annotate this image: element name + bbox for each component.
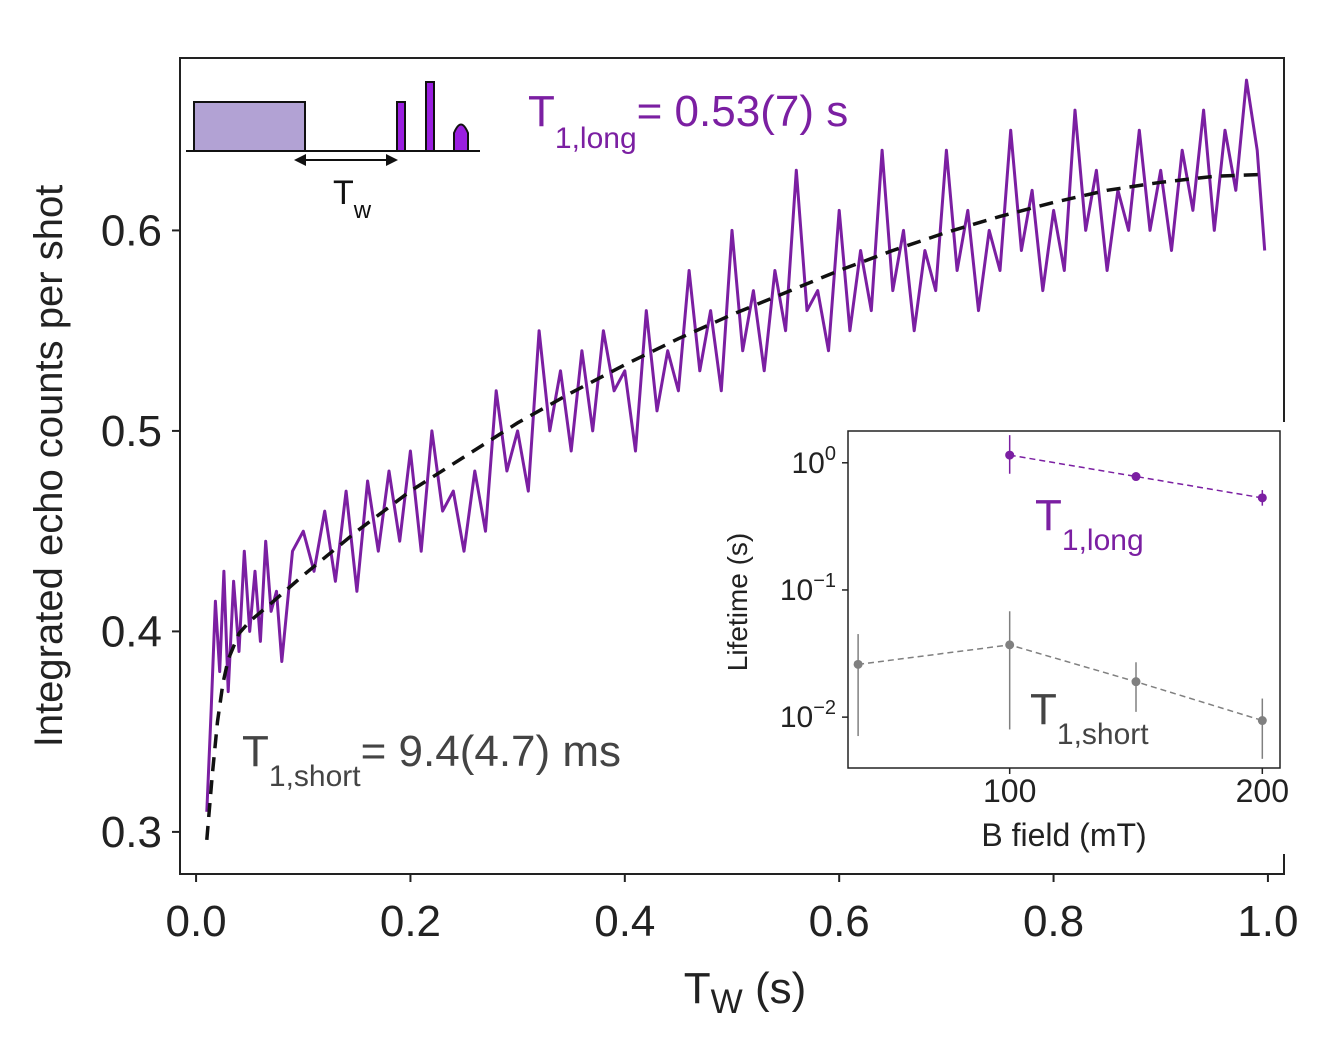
- inset-x-tick-label: 200: [1236, 773, 1289, 809]
- main-y-tick-label: 0.4: [101, 607, 162, 656]
- main-x-tick-label: 0.6: [809, 897, 870, 946]
- pi-pulse: [425, 81, 435, 152]
- inset-y-tick-label: 10−1: [780, 570, 836, 607]
- main-x-tick-label: 1.0: [1237, 897, 1298, 946]
- inset-t1-short-point: [853, 659, 863, 669]
- main-y-tick-label: 0.3: [101, 808, 162, 857]
- inset-t1-long-line: [1009, 454, 1263, 499]
- inset-y-axis-label: Lifetime (s): [722, 533, 753, 671]
- main-x-axis-ticks: 0.0 0.2 0.4 0.6 0.8 1.0: [165, 874, 1299, 946]
- main-x-tick-label: 0.0: [165, 897, 226, 946]
- inset-y-tick-label: 10−2: [780, 697, 836, 734]
- inset-t1-long-point: [1005, 450, 1015, 460]
- pi-half-pulse: [396, 101, 406, 152]
- inset-series-label-t1-long: T1,long: [1035, 491, 1144, 557]
- wait-time-arrow: [294, 154, 398, 166]
- main-series-group: [205, 78, 1267, 841]
- echo-shape: [453, 123, 469, 152]
- inset-y-tick-label: 100: [792, 443, 837, 480]
- main-x-tick-label: 0.8: [1023, 897, 1084, 946]
- inset-t1-short-line: [858, 644, 1263, 722]
- t1-long-annotation: T1,long= 0.53(7) s: [528, 87, 848, 155]
- inset-x-tick-label: 100: [983, 773, 1036, 809]
- inset-plot-frame: [847, 430, 1281, 769]
- echo-counts-line: [205, 78, 1267, 812]
- t1-short-annotation: T1,short= 9.4(4.7) ms: [242, 727, 621, 793]
- inset-t1-long-point: [1257, 493, 1267, 503]
- inset-background: [836, 422, 1288, 854]
- long-pump-pulse: [193, 101, 306, 152]
- main-x-axis-label: TW (s): [684, 964, 807, 1021]
- main-y-tick-label: 0.6: [101, 206, 162, 255]
- inset-x-axis-label: B field (mT): [981, 817, 1146, 853]
- main-x-tick-label: 0.2: [380, 897, 441, 946]
- inset-t1-long-point: [1131, 472, 1141, 482]
- inset-y-axis-ticks: 100 10−1 10−2: [780, 443, 848, 734]
- inset-t1-short-point: [1005, 640, 1015, 650]
- inset-series-label-t1-short: T1,short: [1030, 685, 1149, 751]
- inset-x-axis-ticks: 100 200: [983, 768, 1289, 809]
- main-y-axis-label: Integrated echo counts per shot: [27, 185, 71, 748]
- pulse-sequence-diagram: Tw: [182, 60, 480, 228]
- wait-time-label: Tw: [333, 174, 372, 224]
- inset-t1-short-point: [1257, 716, 1267, 726]
- main-x-tick-label: 0.4: [594, 897, 655, 946]
- inset-t1-short-point: [1131, 677, 1141, 687]
- main-y-tick-label: 0.5: [101, 407, 162, 456]
- fit-curve-line: [205, 172, 1265, 841]
- inset-chart: 100 200 100 10−1 10−2 B field (mT) Lifetime…: [722, 422, 1289, 854]
- inset-series-group: [853, 435, 1267, 759]
- main-y-axis-ticks: 0.3 0.4 0.5 0.6: [101, 206, 180, 857]
